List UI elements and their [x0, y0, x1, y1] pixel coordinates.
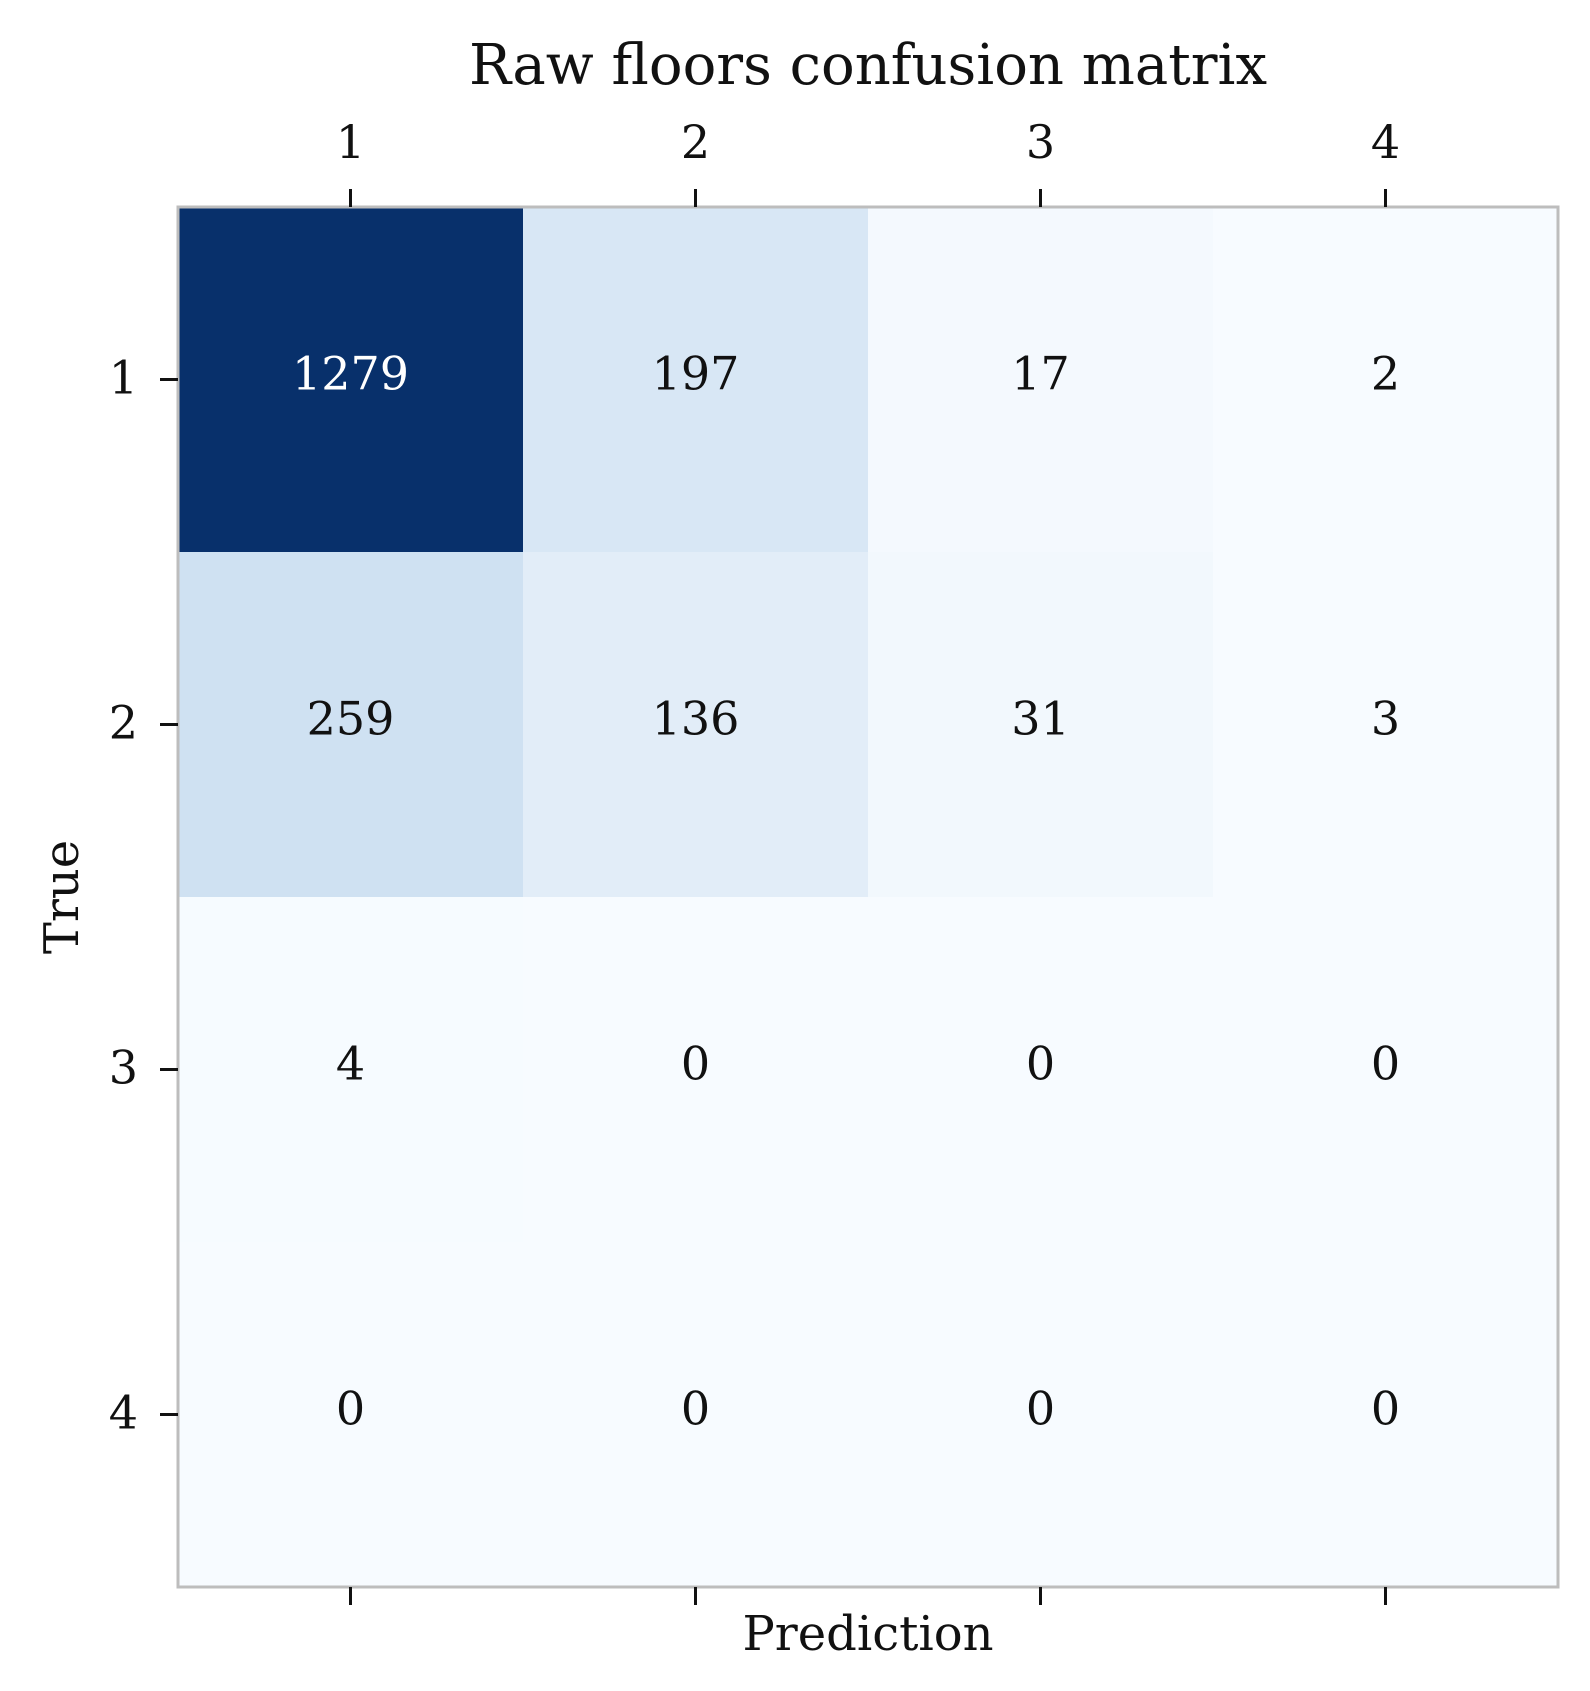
- cell-value-r2-c3: 31: [1011, 692, 1070, 746]
- cell-value-r3-c1: 4: [336, 1037, 365, 1091]
- plot-frame: [176, 205, 1560, 1589]
- cell-value-r2-c4: 3: [1371, 692, 1400, 746]
- cell-value-r4-c1: 0: [336, 1382, 365, 1436]
- cell-value-r1-c3: 17: [1011, 347, 1070, 401]
- heatmap-cell-r1-c1: [178, 207, 524, 553]
- chart-title: Raw floors confusion matrix: [469, 33, 1267, 98]
- y-tick-label-4: 4: [109, 1386, 138, 1440]
- y-axis-label: True: [34, 840, 90, 954]
- cell-value-r2-c2: 136: [652, 692, 740, 746]
- heatmap-cell-r3-c1: [178, 897, 524, 1243]
- cell-value-r1-c1: 1279: [292, 347, 409, 401]
- cell-value-r3-c3: 0: [1026, 1037, 1055, 1091]
- heatmap-cell-r1-c2: [523, 207, 869, 553]
- heatmap-cell-r3-c3: [868, 897, 1214, 1243]
- cell-value-labels: 1279 197 17 2 259 136 31 3 4 0 0 0 0 0 0 0: [292, 347, 1400, 1436]
- heatmap-cell-r2-c3: [868, 552, 1214, 898]
- x-axis-label: Prediction: [742, 1606, 993, 1662]
- cell-value-r4-c2: 0: [681, 1382, 710, 1436]
- cell-value-r2-c1: 259: [307, 692, 395, 746]
- x-tick-label-2: 2: [681, 115, 710, 169]
- x-tick-label-1: 1: [336, 115, 365, 169]
- y-axis-ticks: 1 2 3 4: [109, 351, 178, 1440]
- heatmap-cell-r4-c4: [1213, 1242, 1559, 1588]
- heatmap-cell-r2-c2: [523, 552, 869, 898]
- y-tick-label-3: 3: [109, 1041, 138, 1095]
- cell-value-r4-c3: 0: [1026, 1382, 1055, 1436]
- heatmap-cell-r3-c2: [523, 897, 869, 1243]
- y-tick-label-2: 2: [109, 696, 138, 750]
- cell-value-r3-c2: 0: [681, 1037, 710, 1091]
- x-tick-label-4: 4: [1371, 115, 1400, 169]
- heatmap-cell-r4-c2: [523, 1242, 869, 1588]
- x-axis-top-ticks: 1 2 3 4: [336, 115, 1400, 207]
- cell-value-r1-c2: 197: [652, 347, 740, 401]
- x-axis-bottom-ticks: [349, 1587, 1387, 1605]
- heatmap-cell-r2-c1: [178, 552, 524, 898]
- heatmap-cell-r2-c4: [1213, 552, 1559, 898]
- heatmap-cell-r4-c3: [868, 1242, 1214, 1588]
- heatmap-cell-r3-c4: [1213, 897, 1559, 1243]
- heatmap-cell-r4-c1: [178, 1242, 524, 1588]
- heatmap-cell-r1-c4: [1213, 207, 1559, 553]
- x-tick-label-3: 3: [1026, 115, 1055, 169]
- cell-value-r1-c4: 2: [1371, 347, 1400, 401]
- cell-value-r3-c4: 0: [1371, 1037, 1400, 1091]
- heatmap-cell-r1-c3: [868, 207, 1214, 553]
- heatmap-cells: [178, 207, 1559, 1588]
- cell-value-r4-c4: 0: [1371, 1382, 1400, 1436]
- y-tick-label-1: 1: [109, 351, 138, 405]
